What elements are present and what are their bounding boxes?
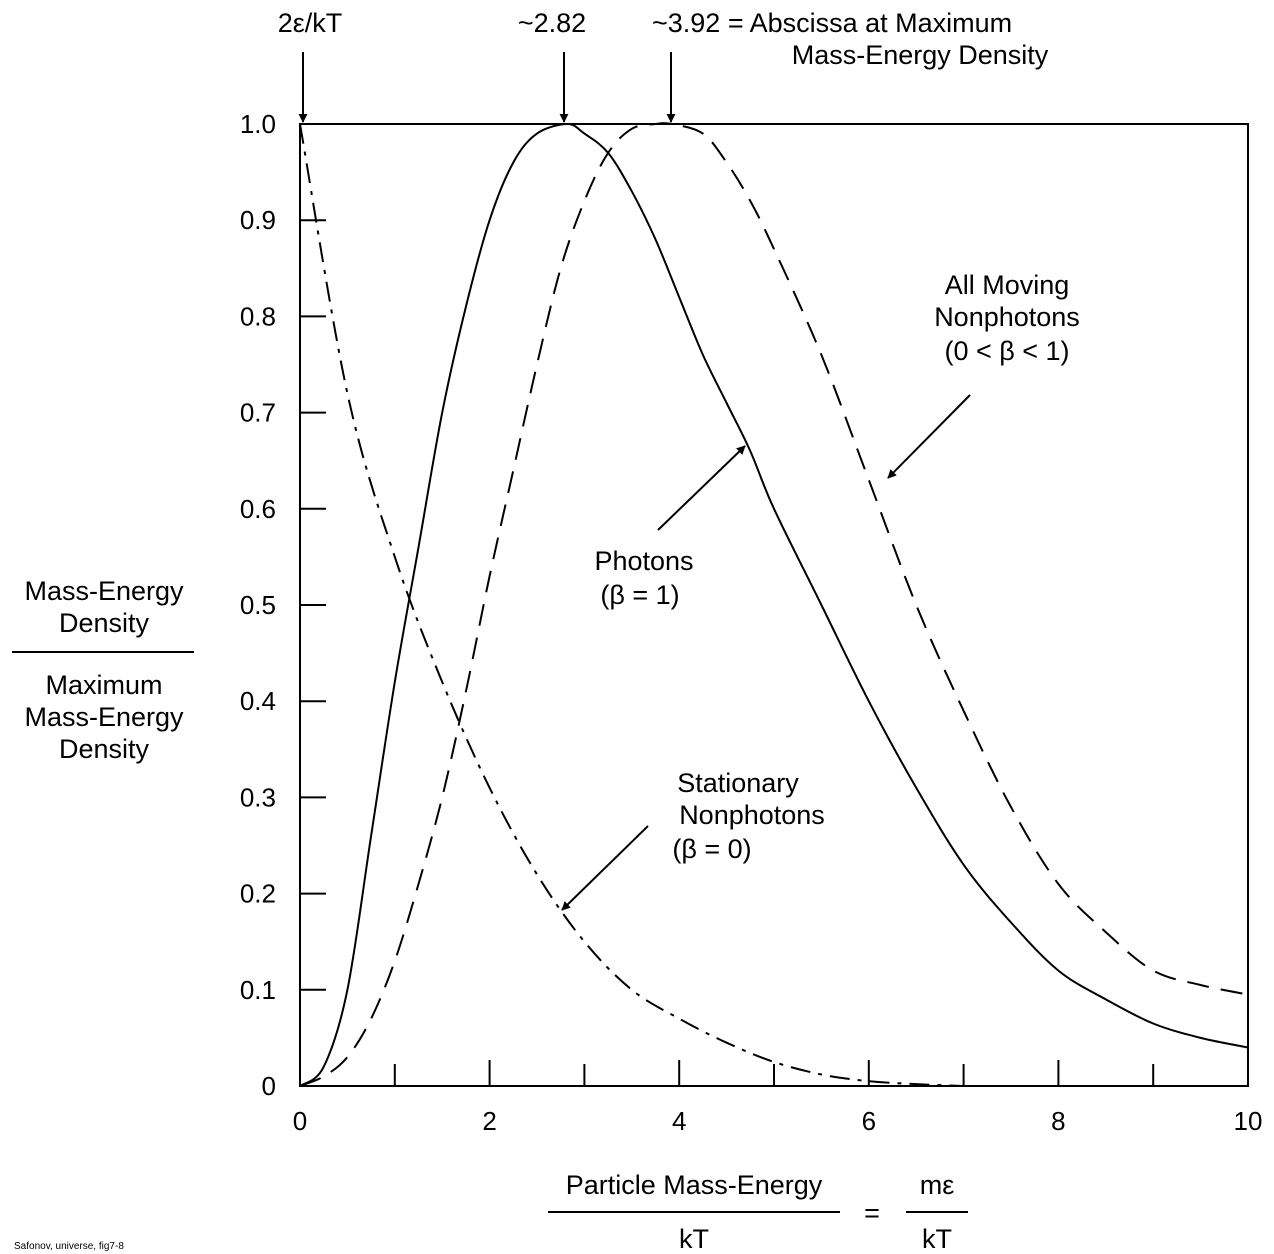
marker-label-3-92: ~3.92 = Abscissa at Maximum xyxy=(652,8,1012,38)
curve-label-stationary-line1: Stationary xyxy=(677,768,799,798)
x-tick-label: 2 xyxy=(482,1106,496,1136)
y-tick-label: 0 xyxy=(262,1071,276,1101)
plot-frame xyxy=(299,123,1249,1087)
top-markers: 2ε/kT ~2.82 ~3.92 = Abscissa at Maximum … xyxy=(278,8,1049,123)
marker-label-3-92-line2: Mass-Energy Density xyxy=(792,40,1049,70)
curve-label-photons-line2: (β = 1) xyxy=(600,580,679,610)
series-group xyxy=(299,122,1249,1087)
y-tick-label: 0.2 xyxy=(240,879,276,909)
footer-caption: Safonov, universe, fig7-8 xyxy=(14,1241,124,1252)
x-axis-ticks: 0 2 4 6 8 10 xyxy=(293,1060,1263,1136)
y-axis-ticks: 0 0.1 0.2 0.3 0.4 0.5 0.6 0.7 0.8 0.9 1.0 xyxy=(240,109,326,1101)
ylabel-denominator-line3: Density xyxy=(59,734,150,764)
y-tick-label: 0.1 xyxy=(240,975,276,1005)
y-tick-label: 1.0 xyxy=(240,109,276,139)
curve-label-stationary: Stationary Nonphotons (β = 0) xyxy=(561,768,825,911)
curve-label-photons-line1: Photons xyxy=(594,546,693,576)
marker-label-2-82: ~2.82 xyxy=(518,8,586,38)
curve-arrow-all-moving xyxy=(887,394,971,479)
curve-label-all-moving-line3: (0 < β < 1) xyxy=(944,336,1069,366)
y-tick-label: 0.3 xyxy=(240,782,276,812)
y-tick-label: 0.8 xyxy=(240,301,276,331)
curve-label-photons: Photons (β = 1) xyxy=(594,445,746,610)
ylabel-numerator-line1: Mass-Energy xyxy=(24,576,184,606)
curve-arrow-stationary xyxy=(561,825,649,911)
ylabel-numerator-line2: Density xyxy=(59,608,150,638)
ylabel-denominator-line2: Mass-Energy xyxy=(24,702,184,732)
xlabel-denominator: kT xyxy=(679,1224,709,1254)
x-tick-label: 4 xyxy=(672,1106,686,1136)
xlabel-rhs-numerator: mε xyxy=(920,1170,955,1200)
series-stationary-nonphotons xyxy=(299,123,964,1087)
y-tick-label: 0.4 xyxy=(240,686,276,716)
y-tick-label: 0.6 xyxy=(240,494,276,524)
curve-label-stationary-line2: Nonphotons xyxy=(679,800,825,830)
x-axis-label: Particle Mass-Energy kT = mε kT xyxy=(548,1170,968,1254)
xlabel-numerator: Particle Mass-Energy xyxy=(566,1170,823,1200)
ylabel-denominator-line1: Maximum xyxy=(45,670,162,700)
curve-label-stationary-line3: (β = 0) xyxy=(672,834,751,864)
x-tick-label: 0 xyxy=(293,1106,307,1136)
x-tick-label: 8 xyxy=(1051,1106,1065,1136)
curve-arrow-photons xyxy=(657,445,746,531)
y-tick-label: 0.9 xyxy=(240,205,276,235)
xlabel-equals: = xyxy=(864,1198,880,1228)
x-tick-label: 10 xyxy=(1234,1106,1263,1136)
series-photons xyxy=(299,122,1249,1087)
y-tick-label: 0.7 xyxy=(240,398,276,428)
y-axis-label: Mass-Energy Density Maximum Mass-Energy … xyxy=(12,576,194,764)
curve-label-all-moving-line1: All Moving xyxy=(945,270,1070,300)
xlabel-rhs-denominator: kT xyxy=(922,1224,952,1254)
curve-label-all-moving-line2: Nonphotons xyxy=(934,302,1080,332)
series-all-moving-nonphotons xyxy=(299,122,1249,1087)
curve-label-all-moving: All Moving Nonphotons (0 < β < 1) xyxy=(887,270,1080,479)
x-tick-label: 6 xyxy=(862,1106,876,1136)
y-tick-label: 0.5 xyxy=(240,590,276,620)
marker-label-2e-kt: 2ε/kT xyxy=(278,8,343,38)
